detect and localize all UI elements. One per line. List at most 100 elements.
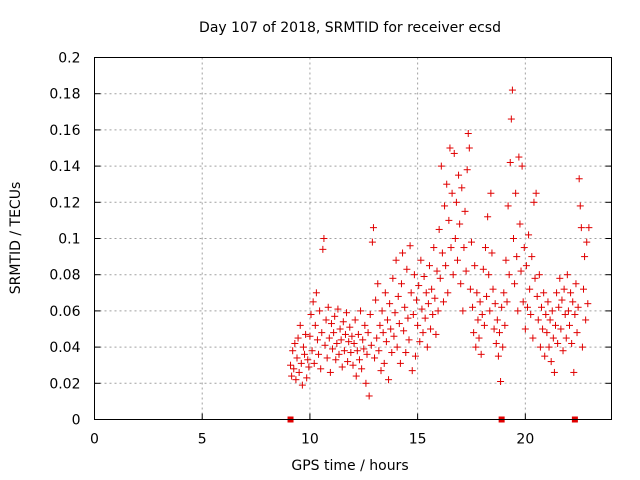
data-point [549, 334, 557, 342]
data-point [353, 347, 361, 355]
data-point [514, 307, 522, 315]
data-point [473, 289, 481, 297]
data-point [572, 280, 580, 288]
data-point [560, 285, 568, 293]
data-point [423, 343, 431, 351]
data-point [288, 372, 296, 380]
data-point [490, 325, 498, 333]
data-point [407, 289, 415, 297]
data-point [395, 320, 403, 328]
data-point [409, 311, 417, 319]
data-point [434, 307, 442, 315]
data-point [380, 359, 388, 367]
data-point [444, 289, 452, 297]
data-point [512, 189, 520, 197]
data-point [472, 343, 480, 351]
data-point [417, 256, 425, 264]
data-point [427, 325, 435, 333]
data-point [439, 298, 447, 306]
data-point [480, 321, 488, 329]
data-point [389, 274, 397, 282]
data-point [301, 350, 309, 358]
data-point [441, 202, 449, 210]
data-point [518, 162, 526, 170]
data-point [359, 336, 367, 344]
data-point [429, 311, 437, 319]
data-point [348, 332, 356, 340]
data-point [317, 365, 325, 373]
data-point [534, 316, 542, 324]
data-point [564, 307, 572, 315]
data-point [360, 345, 368, 353]
data-point [309, 298, 317, 306]
data-point [469, 303, 477, 311]
data-point [369, 224, 377, 232]
data-point [545, 343, 553, 351]
data-point [570, 368, 578, 376]
data-point [450, 149, 458, 157]
data-point [581, 253, 589, 261]
data-point [474, 316, 482, 324]
data-point [367, 341, 375, 349]
data-point [542, 311, 550, 319]
data-point [293, 354, 301, 362]
data-point [499, 343, 507, 351]
y-tick-label: 0.12 [49, 195, 80, 211]
data-point [436, 274, 444, 282]
data-point [424, 300, 432, 308]
data-point [446, 144, 454, 152]
data-point [461, 207, 469, 215]
data-point [544, 298, 552, 306]
data-point [411, 352, 419, 360]
data-point [569, 298, 577, 306]
x-tick-label: 0 [90, 432, 99, 448]
data-point [456, 220, 464, 228]
data-point [290, 365, 298, 373]
data-point [394, 292, 402, 300]
data-point [471, 262, 479, 270]
data-point [574, 303, 582, 311]
data-point [532, 189, 540, 197]
data-point [431, 294, 439, 302]
x-axis-label: GPS time / hours [291, 458, 408, 474]
data-point [559, 347, 567, 355]
data-point [357, 307, 365, 315]
data-point [558, 296, 566, 304]
data-point [495, 329, 503, 337]
data-point [373, 334, 381, 342]
data-point [584, 300, 592, 308]
data-point [556, 274, 564, 282]
data-point [388, 349, 396, 357]
data-point [548, 307, 556, 315]
data-point [430, 244, 438, 252]
data-point [350, 339, 358, 347]
data-point [420, 273, 428, 281]
y-tick-label: 0.08 [49, 268, 80, 284]
data-point [374, 280, 382, 288]
data-point [576, 202, 584, 210]
data-point [352, 372, 360, 380]
data-point [315, 350, 323, 358]
data-point [578, 343, 586, 351]
data-point [421, 314, 429, 322]
data-point [413, 296, 421, 304]
data-point [368, 238, 376, 246]
data-point [296, 321, 304, 329]
data-point [372, 296, 380, 304]
data-point [493, 316, 501, 324]
data-point [295, 368, 303, 376]
data-point [504, 202, 512, 210]
data-point [521, 325, 529, 333]
data-point [331, 312, 339, 320]
y-tick-label: 0 [72, 413, 81, 429]
data-point [355, 356, 363, 364]
x-tick-label: 10 [301, 432, 319, 448]
data-point [494, 352, 502, 360]
data-point [546, 316, 554, 324]
data-point [465, 144, 473, 152]
data-point [397, 280, 405, 288]
data-point [533, 292, 541, 300]
data-point [497, 377, 505, 385]
data-point [307, 311, 315, 319]
data-point [310, 359, 318, 367]
